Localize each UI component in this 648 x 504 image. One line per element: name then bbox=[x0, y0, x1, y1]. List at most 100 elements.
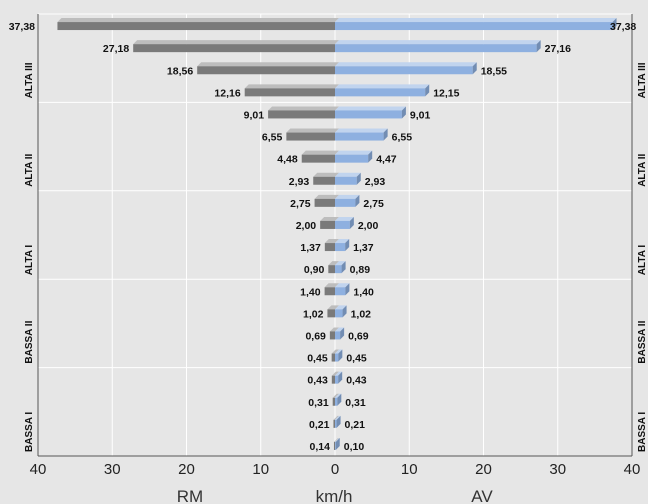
bar-av bbox=[335, 154, 369, 163]
bar-rm bbox=[329, 331, 335, 340]
data-label-rm: 0,14 bbox=[310, 441, 331, 453]
bar-rm bbox=[314, 198, 335, 207]
bar-av-top bbox=[335, 18, 617, 23]
bar-rm-top bbox=[324, 239, 339, 244]
bar-av-top bbox=[335, 128, 388, 133]
data-label-rm: 1,02 bbox=[303, 308, 324, 320]
bar-av-side bbox=[341, 261, 346, 274]
x-tick-label: 30 bbox=[104, 461, 121, 478]
x-tick-labels: 40 30 20 10 0 10 20 30 40 bbox=[30, 461, 641, 478]
group-label-right: ALTA I bbox=[637, 245, 648, 276]
bar-rm bbox=[333, 441, 335, 450]
x-tick-label: 40 bbox=[30, 461, 47, 478]
data-label-av: 0,21 bbox=[345, 419, 366, 431]
bar-av-side bbox=[368, 150, 373, 163]
bar-rm-top bbox=[244, 84, 339, 89]
data-label-rm: 2,00 bbox=[296, 220, 317, 232]
data-label-av: 12,15 bbox=[433, 87, 459, 99]
bar-rm-top bbox=[320, 216, 339, 221]
bar-av-top bbox=[335, 106, 406, 111]
x-title-right: AV bbox=[471, 487, 493, 504]
bar-rm bbox=[324, 287, 335, 296]
bar-av-top bbox=[335, 393, 342, 398]
bar-rm bbox=[331, 353, 335, 362]
data-label-rm: 0,90 bbox=[304, 264, 325, 276]
data-label-av: 27,16 bbox=[545, 43, 571, 55]
bar-av-side bbox=[337, 393, 342, 406]
bar-av-side bbox=[336, 415, 341, 428]
x-tick-label: 30 bbox=[549, 461, 566, 478]
bar-av-top bbox=[335, 349, 343, 354]
x-title-center: km/h bbox=[316, 487, 353, 504]
data-label-av: 0,89 bbox=[350, 264, 371, 276]
group-label-right: BASSA I bbox=[637, 412, 648, 452]
bar-av bbox=[335, 88, 426, 97]
x-title-left: RM bbox=[177, 487, 203, 504]
group-label-right: ALTA II bbox=[637, 153, 648, 186]
data-label-av: 0,69 bbox=[348, 330, 369, 342]
bar-av-side bbox=[338, 371, 343, 384]
data-label-rm: 0,21 bbox=[309, 419, 330, 431]
bar-av-side bbox=[472, 62, 477, 75]
bar-rm bbox=[268, 110, 335, 119]
bar-av bbox=[335, 22, 613, 31]
data-label-av: 6,55 bbox=[392, 132, 413, 144]
bar-av bbox=[335, 44, 537, 53]
bar-rm bbox=[301, 154, 335, 163]
group-label-left: ALTA I bbox=[24, 245, 35, 276]
bar-rm-top bbox=[57, 18, 340, 23]
data-label-rm: 27,18 bbox=[103, 43, 129, 55]
bar-rm bbox=[331, 375, 335, 384]
bar-av-top bbox=[335, 261, 346, 266]
bar-rm bbox=[333, 419, 335, 428]
bar-av bbox=[335, 353, 339, 362]
bar-av-top bbox=[335, 40, 541, 45]
bar-rm bbox=[244, 88, 335, 97]
data-label-av: 0,45 bbox=[346, 353, 367, 365]
bar-av-top bbox=[335, 84, 430, 89]
bar-av bbox=[335, 331, 341, 340]
data-label-rm: 6,55 bbox=[262, 132, 283, 144]
data-label-av: 9,01 bbox=[410, 109, 431, 121]
bar-av-side bbox=[338, 349, 343, 362]
bar-rm-top bbox=[331, 349, 339, 354]
bar-av-top bbox=[335, 371, 343, 376]
bar-av bbox=[335, 176, 357, 185]
bar-av-top bbox=[335, 172, 361, 177]
bar-av-top bbox=[335, 239, 350, 244]
bar-rm-top bbox=[313, 172, 339, 177]
bar-av-side bbox=[612, 18, 617, 31]
bar-av-side bbox=[425, 84, 430, 97]
data-label-av: 0,31 bbox=[345, 397, 366, 409]
data-label-av: 37,38 bbox=[610, 21, 636, 33]
bar-av-side bbox=[356, 172, 361, 185]
data-label-rm: 12,16 bbox=[214, 87, 240, 99]
bar-av-side bbox=[349, 216, 354, 229]
bar-rm-top bbox=[327, 305, 339, 310]
data-label-rm: 18,56 bbox=[167, 65, 193, 77]
data-label-av: 2,93 bbox=[365, 176, 386, 188]
bar-av bbox=[335, 265, 342, 274]
group-labels: ALTA III ALTA III ALTA II ALTA II ALTA I ALTA… bbox=[24, 62, 648, 452]
bar-av-side bbox=[355, 194, 360, 207]
bar-av-top bbox=[335, 437, 340, 442]
group-label-right: BASSA II bbox=[637, 320, 648, 363]
bar-av bbox=[335, 397, 338, 406]
bar-av-side bbox=[345, 283, 350, 296]
bar-rm-top bbox=[133, 40, 339, 45]
data-label-av: 2,75 bbox=[363, 198, 384, 210]
bar-av bbox=[335, 66, 473, 75]
bar-rm bbox=[313, 176, 335, 185]
bar-rm-top bbox=[268, 106, 339, 111]
group-label-left: BASSA II bbox=[24, 320, 35, 363]
x-tick-label: 20 bbox=[178, 461, 195, 478]
group-label-right: ALTA III bbox=[637, 62, 648, 98]
bar-rm bbox=[328, 265, 335, 274]
group-label-left: BASSA I bbox=[24, 412, 35, 452]
x-tick-label: 10 bbox=[252, 461, 269, 478]
bar-rm-top bbox=[286, 128, 339, 133]
bar-av-side bbox=[401, 106, 406, 119]
x-tick-label: 40 bbox=[624, 461, 641, 478]
data-label-av: 0,10 bbox=[344, 441, 365, 453]
data-label-rm: 2,75 bbox=[290, 198, 311, 210]
